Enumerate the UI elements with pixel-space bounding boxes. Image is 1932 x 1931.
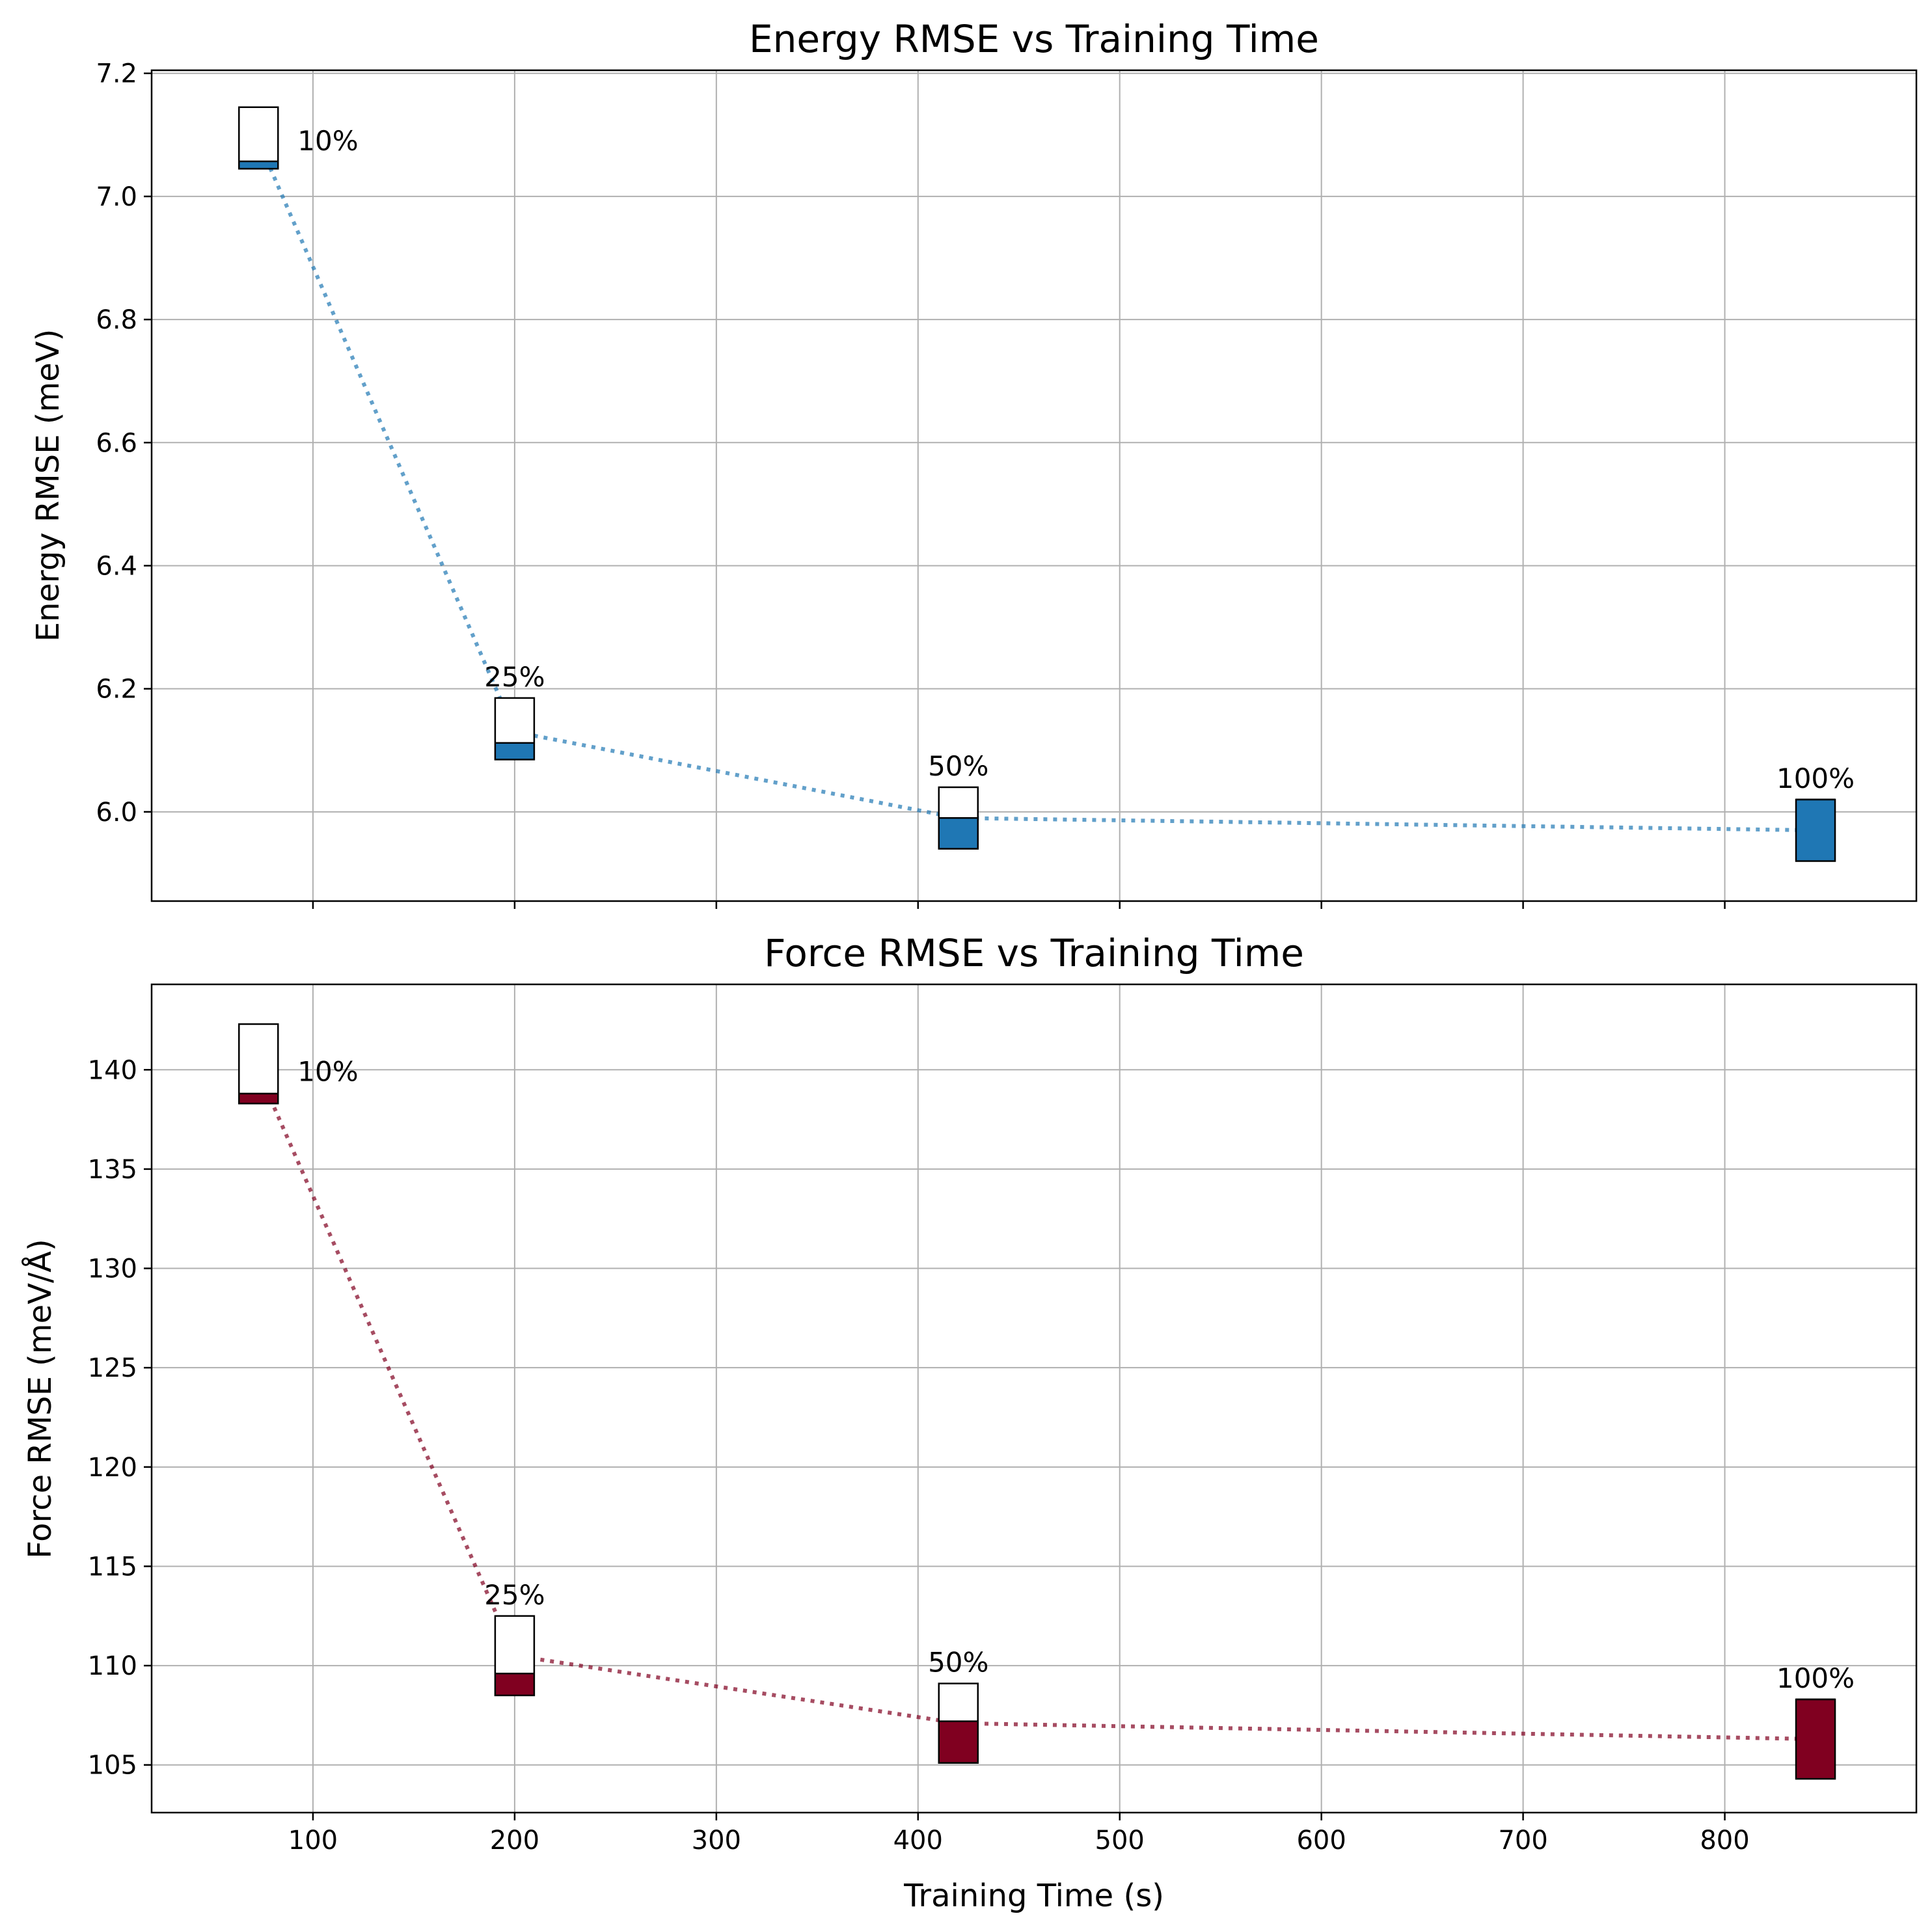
force-x-tick-label: 700 xyxy=(1498,1826,1547,1856)
energy-ticks: 6.0 6.2 6.4 6.6 6.8 7.0 7.2 xyxy=(96,59,1726,909)
energy-y-tick-label: 6.4 xyxy=(96,551,137,581)
energy-y-tick-label: 6.6 xyxy=(96,428,137,458)
energy-y-tick-label: 6.8 xyxy=(96,305,137,335)
force-grid xyxy=(152,984,1916,1813)
force-plot-frame xyxy=(150,983,1918,1814)
energy-point-label: 100% xyxy=(1776,763,1855,794)
force-y-tick-label: 130 xyxy=(88,1254,137,1284)
energy-marker-outline xyxy=(1795,798,1836,862)
force-marker-box xyxy=(239,1024,279,1104)
force-x-tick-label: 100 xyxy=(288,1826,338,1856)
force-chart-title: Force RMSE vs Training Time xyxy=(764,931,1304,975)
force-y-tick-label: 140 xyxy=(88,1055,137,1085)
energy-panel: 10% 25% 50% 100% 6.0 6.2 6.4 6.6 6.8 7.0 7.2 Ener… xyxy=(30,17,1918,909)
energy-plot-frame xyxy=(150,69,1918,902)
energy-marker-fill xyxy=(495,742,534,760)
energy-point-label: 10% xyxy=(297,125,358,157)
energy-y-tick-label: 7.0 xyxy=(96,182,137,212)
energy-y-tick-label: 7.2 xyxy=(96,59,137,89)
force-x-tick-label: 600 xyxy=(1296,1826,1346,1856)
force-marker-outline xyxy=(494,1615,536,1697)
force-point-label: 100% xyxy=(1776,1662,1855,1694)
force-marker-fill xyxy=(239,1093,279,1104)
energy-series: 10% 25% 50% 100% xyxy=(238,106,1855,862)
force-point-label: 50% xyxy=(928,1647,988,1679)
force-point-label: 25% xyxy=(484,1579,545,1611)
energy-chart-title: Energy RMSE vs Training Time xyxy=(749,17,1319,61)
energy-point-label: 25% xyxy=(484,661,545,693)
force-series: 10% 25% 50% 100% xyxy=(238,1023,1855,1780)
force-y-axis-label: Force RMSE (meV/Å) xyxy=(21,1239,59,1559)
energy-y-axis-label: Energy RMSE (meV) xyxy=(30,329,66,642)
force-series-line xyxy=(256,1071,1816,1742)
energy-point-label: 50% xyxy=(928,750,988,782)
energy-marker-fill xyxy=(239,161,279,169)
force-ticks: 100 200 300 400 500 600 700 800 105 110 115 120 125 1… xyxy=(88,1055,1750,1856)
energy-marker-box xyxy=(239,107,279,169)
force-y-tick-label: 125 xyxy=(88,1353,137,1383)
energy-series-line xyxy=(256,140,1816,833)
energy-grid xyxy=(152,70,1916,901)
energy-marker-outline xyxy=(238,106,279,170)
energy-y-tick-label: 6.0 xyxy=(96,798,137,828)
force-panel: 10%25%50% 100% 100 200 300 400 500 600 700 80010… xyxy=(21,931,1918,1914)
force-marker-fill xyxy=(1796,1699,1836,1779)
x-axis-label: Training Time (s) xyxy=(903,1878,1164,1914)
force-x-tick-label: 400 xyxy=(893,1826,943,1856)
force-marker-outline xyxy=(938,1682,979,1764)
force-y-tick-label: 120 xyxy=(88,1453,137,1483)
force-marker-outline xyxy=(238,1023,279,1105)
force-x-tick-label: 800 xyxy=(1700,1826,1749,1856)
force-y-tick-label: 110 xyxy=(88,1651,137,1681)
force-y-tick-label: 115 xyxy=(88,1552,137,1582)
force-marker-outline xyxy=(1795,1698,1836,1780)
energy-marker-fill xyxy=(938,818,978,849)
force-point-label: 10% xyxy=(297,1055,358,1087)
energy-y-tick-label: 6.2 xyxy=(96,675,137,705)
force-y-tick-label: 105 xyxy=(88,1751,137,1781)
force-marker-fill xyxy=(495,1673,534,1695)
force-marker-fill xyxy=(938,1721,978,1763)
force-y-tick-label: 135 xyxy=(88,1155,137,1185)
force-x-tick-label: 500 xyxy=(1095,1826,1145,1856)
energy-marker-outline xyxy=(494,697,536,761)
energy-marker-fill xyxy=(1796,799,1836,861)
force-x-tick-label: 200 xyxy=(490,1826,539,1856)
energy-marker-outline xyxy=(938,786,979,850)
force-x-tick-label: 300 xyxy=(692,1826,741,1856)
